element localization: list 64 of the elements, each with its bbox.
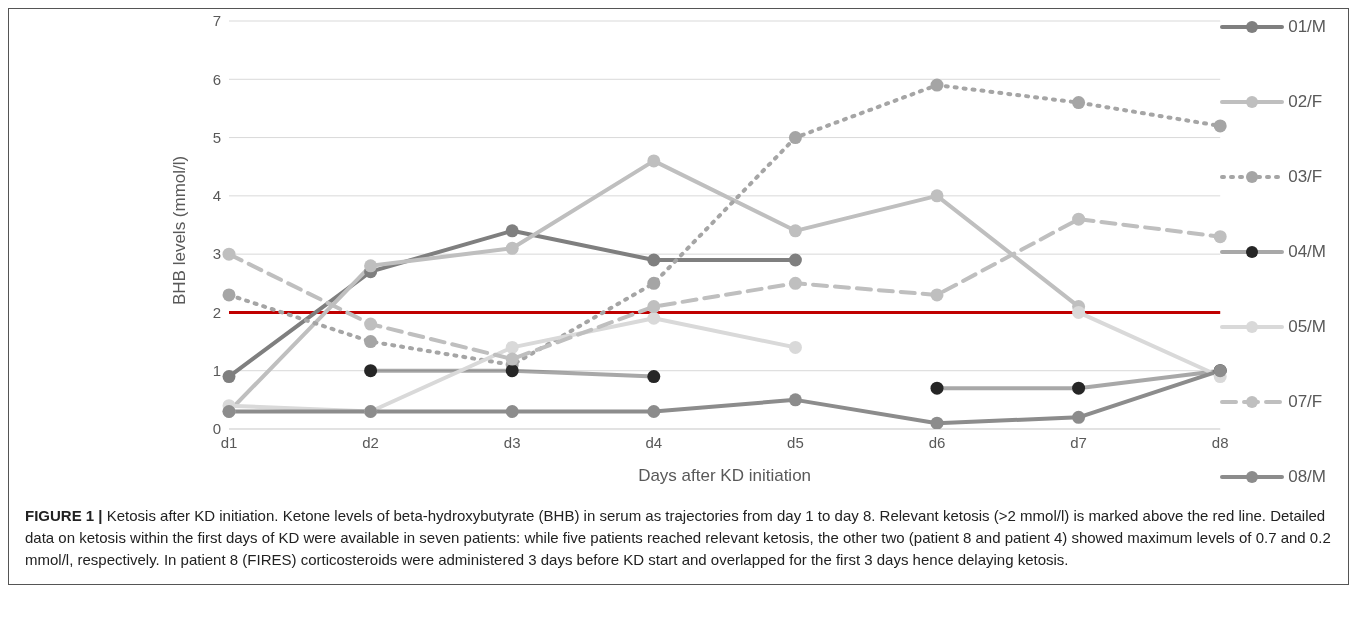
point <box>1072 212 1086 226</box>
point <box>647 370 661 384</box>
point <box>788 393 802 407</box>
point <box>222 370 236 384</box>
point <box>364 317 378 331</box>
point <box>1213 230 1227 244</box>
y-tick-label: 4 <box>212 187 221 205</box>
point <box>930 78 944 92</box>
point <box>1072 96 1086 110</box>
point <box>788 131 802 145</box>
point <box>788 276 802 290</box>
point <box>930 288 944 302</box>
y-tick-label: 5 <box>212 128 221 146</box>
point <box>505 364 519 378</box>
point <box>647 276 661 290</box>
point <box>788 340 802 354</box>
legend-label: 07/F <box>1288 392 1323 412</box>
legend-label: 01/M <box>1288 17 1326 37</box>
point <box>364 335 378 349</box>
point <box>647 300 661 314</box>
point <box>505 352 519 366</box>
x-tick-label: d8 <box>1211 433 1229 451</box>
y-tick-label: 2 <box>212 303 221 321</box>
legend-label: 04/M <box>1288 242 1326 262</box>
legend-label: 03/F <box>1288 167 1323 187</box>
point <box>222 288 236 302</box>
point <box>505 224 519 238</box>
x-tick-label: d5 <box>787 433 804 451</box>
y-tick-label: 6 <box>212 70 221 88</box>
x-tick-label: d3 <box>503 433 521 451</box>
point <box>930 416 944 429</box>
point <box>930 189 944 203</box>
point <box>930 381 944 395</box>
point <box>1072 305 1086 319</box>
point <box>364 259 378 273</box>
x-tick-label: d6 <box>928 433 946 451</box>
point <box>1072 410 1086 424</box>
point <box>788 224 802 238</box>
legend-label: 08/M <box>1288 467 1326 487</box>
caption: FIGURE 1 | Ketosis after KD initiation. Ketone levels of beta-hydroxybutyrate (BHB) in serum as trajectories from day 1 to day 8. Relevant ketosis (>2 mmol/l) is marked above the red line. Detailed data on ketosis within the first days of KD were available in seven patients: while five patients reached relevant ketosis, the other two (patient 8 and patient 4) showed maximum levels of 0.7 and 0.2 mmol/l, respectively. In patient 8 (FIRES) corticosteroids were administered 3 days before KD start and overlapped for the first 3 days hence delaying ketosis. <box>25 506 1332 570</box>
point <box>505 405 519 419</box>
point <box>222 247 236 261</box>
legend-label: 02/F <box>1288 92 1323 112</box>
y-tick-label: 0 <box>212 420 221 438</box>
x-axis-title: Days after KD initiation <box>638 466 812 485</box>
point <box>505 241 519 255</box>
x-tick-label: d2 <box>362 433 379 451</box>
point <box>647 311 661 325</box>
x-tick-label: d7 <box>1070 433 1087 451</box>
point <box>647 154 661 168</box>
point <box>647 253 661 267</box>
y-tick-label: 1 <box>212 362 221 380</box>
point <box>364 364 378 378</box>
x-tick-label: d4 <box>645 433 663 451</box>
point <box>505 340 519 354</box>
point <box>647 405 661 419</box>
y-axis-title: BHB levels (mmol/l) <box>170 155 190 305</box>
point <box>1213 119 1227 133</box>
y-tick-label: 3 <box>212 245 221 263</box>
y-tick-label: 7 <box>212 12 221 30</box>
x-tick-label: d1 <box>220 433 238 451</box>
legend-label: 05/M <box>1288 317 1326 337</box>
point <box>788 253 802 267</box>
point <box>1072 381 1086 395</box>
